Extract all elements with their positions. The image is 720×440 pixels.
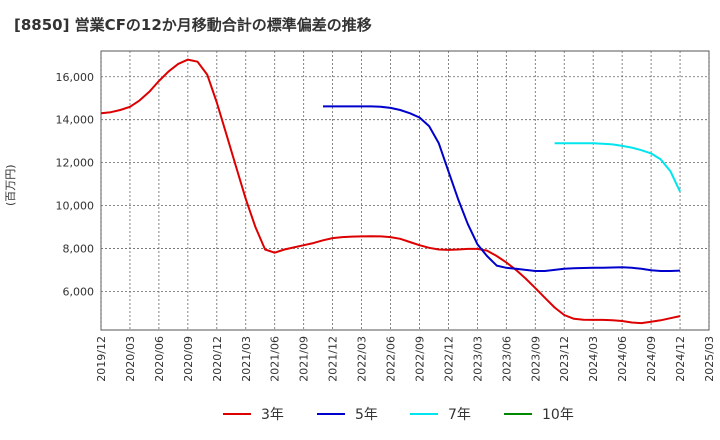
y-tick-label: 16,000 <box>56 71 95 84</box>
x-tick-label: 2023/03 <box>471 336 484 382</box>
x-tick-label: 2023/12 <box>558 336 571 382</box>
x-tick-label: 2022/06 <box>385 336 398 382</box>
legend-swatch-10y <box>504 413 532 415</box>
y-tick-label: 10,000 <box>56 200 95 213</box>
x-tick-label: 2024/09 <box>645 336 658 382</box>
legend-item-10y: 10年 <box>504 402 574 426</box>
x-tick-label: 2020/09 <box>182 336 195 382</box>
x-tick-label: 2025/03 <box>703 336 716 382</box>
x-tick-label: 2024/12 <box>674 336 687 382</box>
legend-label-7y: 7年 <box>448 407 471 423</box>
y-tick-label: 6,000 <box>63 285 95 298</box>
legend: 3年 5年 7年 10年 <box>0 402 720 426</box>
legend-swatch-5y <box>317 413 345 415</box>
line-chart: 6,000 8,000 10,000 12,000 14,000 16,000 2019/… <box>56 50 716 382</box>
x-tick-label: 2023/06 <box>500 336 513 382</box>
chart-title: [8850] 営業CFの12か月移動合計の標準偏差の推移 <box>14 16 372 34</box>
x-tick-label: 2020/06 <box>153 336 166 382</box>
x-tick-label: 2022/09 <box>413 336 426 382</box>
plot-area <box>100 50 710 331</box>
legend-item-7y: 7年 <box>410 402 471 426</box>
x-tick-label: 2021/06 <box>269 336 282 382</box>
x-tick-label: 2021/09 <box>298 336 311 382</box>
legend-label-10y: 10年 <box>542 407 574 423</box>
x-tick-label: 2022/03 <box>356 336 369 382</box>
x-tick-label: 2023/09 <box>529 336 542 382</box>
legend-item-3y: 3年 <box>223 402 284 426</box>
legend-item-5y: 5年 <box>317 402 378 426</box>
series-line-3 <box>554 142 681 193</box>
legend-label-5y: 5年 <box>355 407 378 423</box>
legend-label-3y: 3年 <box>261 407 284 423</box>
y-tick-label: 14,000 <box>56 114 95 127</box>
x-tick-label: 2024/03 <box>587 336 600 382</box>
x-tick-label: 2019/12 <box>95 336 108 382</box>
series-line-1 <box>100 58 681 325</box>
x-tick-label: 2022/12 <box>442 336 455 382</box>
y-tick-label: 8,000 <box>63 242 95 255</box>
x-tick-label: 2020/03 <box>124 336 137 382</box>
legend-swatch-7y <box>410 413 438 415</box>
y-tick-label: 12,000 <box>56 157 95 170</box>
legend-swatch-3y <box>223 413 251 415</box>
x-tick-label: 2020/12 <box>211 336 224 382</box>
x-tick-label: 2024/06 <box>616 336 629 382</box>
series-line-2 <box>323 105 681 272</box>
x-tick-label: 2021/03 <box>240 336 253 382</box>
x-tick-label: 2021/12 <box>327 336 340 382</box>
